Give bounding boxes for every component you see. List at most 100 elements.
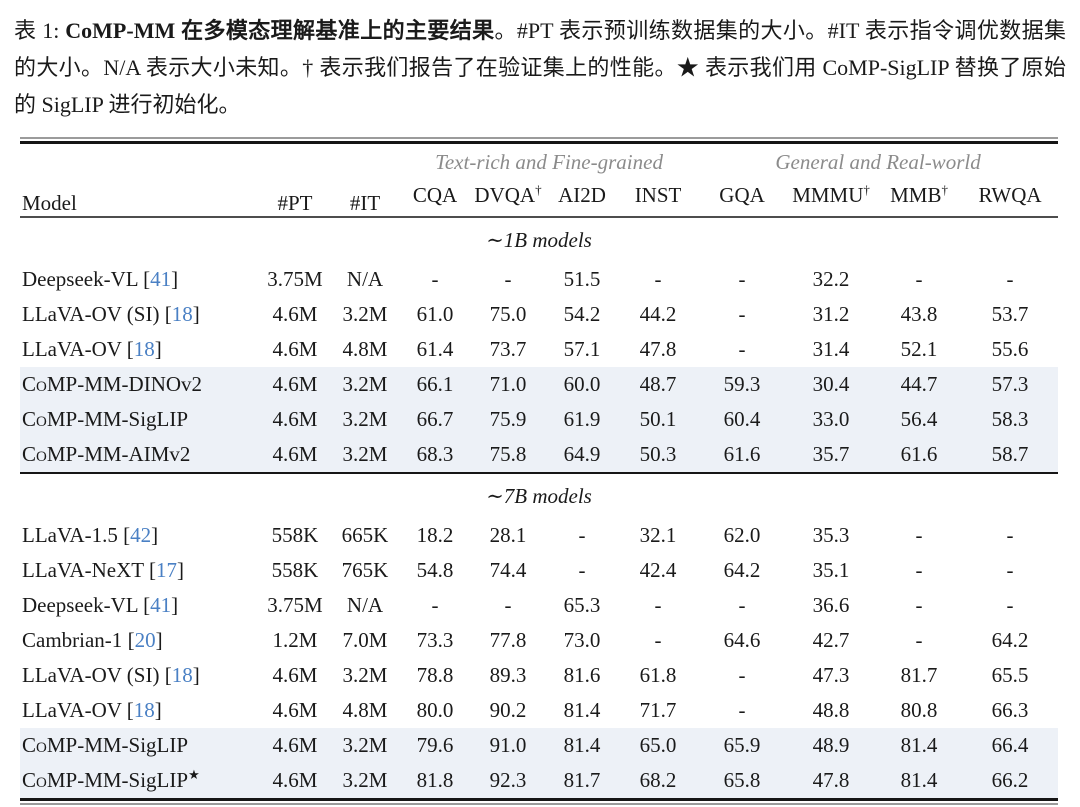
cell-gqa: 61.6 [723,442,761,466]
cell-cqa: 66.7 [416,407,454,431]
citation-link[interactable]: [18] [159,663,200,687]
column-header-pt: #PT [277,191,313,215]
cell-pt: 4.6M [272,663,318,687]
citation-number[interactable]: 17 [155,558,177,582]
citation-link[interactable]: [41] [137,593,179,617]
citation-link[interactable]: [20] [122,628,163,652]
citation-number[interactable]: 41 [150,593,172,617]
citation-number[interactable]: 41 [150,267,172,291]
cell-pt: 4.6M [272,442,318,466]
cell-mmb: 81.7 [900,663,938,687]
table-row: CoMP-MM-SigLIP 4.6M 3.2M 79.6 91.0 81.4 65.0 65… [20,728,1059,763]
cell-ai2d: 57.1 [563,337,601,361]
column-group-text-rich: Text-rich and Fine-grained [400,143,698,176]
cell-mmb: 80.8 [900,698,938,722]
citation-link[interactable]: [41] [137,267,179,291]
cell-inst: 42.4 [639,558,677,582]
cell-pt: 4.6M [272,372,318,396]
column-header-mmmu: MMMU† [792,182,870,207]
cell-cqa: 68.3 [416,442,454,466]
cell-model-name: CoMP-MM-DINOv2 [22,372,203,396]
cell-rwqa: - [1006,593,1014,617]
cell-model-name: CoMP-MM-SigLIP [22,733,189,757]
cell-cqa: 54.8 [416,558,454,582]
citation-link[interactable]: [17] [143,558,184,582]
cell-model-name: LLaVA-OV (SI) [18] [22,663,200,687]
cell-mmmu: 47.3 [812,663,850,687]
cell-ai2d: 65.3 [563,593,601,617]
cell-pt: 4.6M [272,337,318,361]
cell-mmmu: 36.6 [812,593,850,617]
caption-label: 表 1: [14,18,66,43]
column-header-dvqa: DVQA† [474,182,542,207]
cell-dvqa: - [504,593,512,617]
cell-gqa: 65.9 [723,733,761,757]
cell-dvqa: - [504,267,512,291]
cell-inst: 48.7 [639,372,677,396]
cell-pt: 1.2M [272,628,318,652]
cell-mmb: 52.1 [900,337,938,361]
cell-rwqa: 65.5 [991,663,1029,687]
cell-it: 7.0M [342,628,388,652]
cell-cqa: 79.6 [416,733,454,757]
citation-number[interactable]: 20 [134,628,156,652]
cell-rwqa: 58.7 [991,442,1029,466]
cell-mmmu: 31.2 [812,302,850,326]
cell-model-name: LLaVA-OV (SI) [18] [22,302,200,326]
cell-ai2d: 51.5 [563,267,601,291]
citation-number[interactable]: 18 [133,698,155,722]
cell-ai2d: 54.2 [563,302,601,326]
cell-rwqa: 55.6 [991,337,1029,361]
section-title-row: ∼7B models [20,472,1059,518]
cell-rwqa: - [1006,523,1014,547]
cell-mmb: 43.8 [900,302,938,326]
citation-number[interactable]: 42 [130,523,152,547]
cell-inst: 50.1 [639,407,677,431]
cell-ai2d: 64.9 [563,442,601,466]
cell-dvqa: 92.3 [489,768,527,792]
table-row: CoMP-MM-SigLIP★ 4.6M 3.2M 81.8 92.3 81.7 68.2 6… [20,763,1059,800]
cell-model-name: Deepseek-VL [41] [22,593,179,617]
cell-ai2d: 81.4 [563,733,601,757]
citation-link[interactable]: [18] [159,302,200,326]
cell-model-name: Deepseek-VL [41] [22,267,179,291]
cell-it: N/A [346,267,384,291]
cell-rwqa: - [1006,267,1014,291]
cell-model-name: Cambrian-1 [20] [22,628,163,652]
group-label-general: General and Real-world [775,150,981,174]
column-header-mmb: MMB† [890,182,948,207]
cell-dvqa: 77.8 [489,628,527,652]
citation-number[interactable]: 18 [171,302,193,326]
table-row: Cambrian-1 [20] 1.2M 7.0M 73.3 77.8 73.0 - 64.6… [20,623,1058,658]
cell-dvqa: 71.0 [489,372,527,396]
cell-pt: 4.6M [272,407,318,431]
table-row: LLaVA-OV (SI) [18] 4.6M 3.2M 61.0 75.0 54.2 44… [20,297,1058,332]
cell-cqa: 18.2 [416,523,454,547]
cell-gqa: 64.6 [723,628,761,652]
citation-number[interactable]: 18 [133,337,155,361]
table-row: Deepseek-VL [41] 3.75M N/A - - 65.3 - - 36.6 - - [20,588,1058,623]
cell-cqa: - [431,267,439,291]
citation-link[interactable]: [18] [121,698,162,722]
column-group-general: General and Real-world [698,143,1058,176]
citation-link[interactable]: [42] [117,523,159,547]
cell-pt: 4.6M [272,733,318,757]
citation-link[interactable]: [18] [121,337,162,361]
cell-pt: 4.6M [272,768,318,792]
cell-gqa: 62.0 [723,523,761,547]
table-row: CoMP-MM-DINOv2 4.6M 3.2M 66.1 71.0 60.0 48.7 59… [20,367,1059,402]
table-row: CoMP-MM-AIMv2 4.6M 3.2M 68.3 75.8 64.9 50.3 61.… [20,437,1059,473]
cell-inst: 50.3 [639,442,677,466]
cell-rwqa: - [1006,558,1014,582]
cell-mmmu: 30.4 [812,372,850,396]
small-caps-o: o [36,372,47,396]
cell-mmmu: 48.9 [812,733,850,757]
cell-rwqa: 53.7 [991,302,1029,326]
cell-it: 3.2M [342,768,388,792]
results-table-frame: Model #PT #IT Text-rich and Fine-grained… [20,137,1059,805]
cell-dvqa: 75.0 [489,302,527,326]
cell-rwqa: 66.3 [991,698,1029,722]
citation-number[interactable]: 18 [171,663,193,687]
cell-rwqa: 58.3 [991,407,1029,431]
dagger-marker: † [863,182,870,197]
